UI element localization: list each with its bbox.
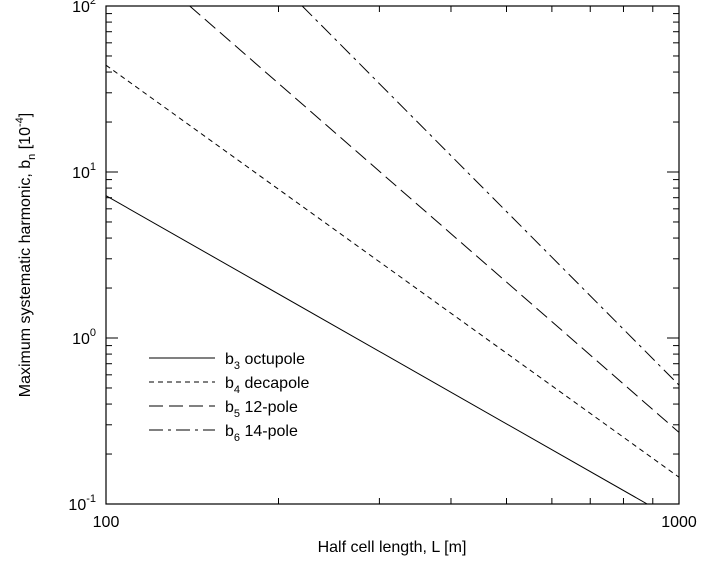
- y-tick-label: 10-1: [68, 493, 96, 514]
- x-tick-label: 100: [93, 514, 120, 531]
- x-tick-label: 1000: [661, 514, 697, 531]
- legend-label-3: b3 octupole: [225, 351, 305, 372]
- y-tick-label: 101: [72, 161, 96, 182]
- legend-label-5: b5 12-pole: [225, 399, 298, 420]
- legend-label-6: b6 14-pole: [225, 423, 298, 444]
- legend-label-4: b4 decapole: [225, 375, 310, 396]
- series-line-6: [301, 6, 679, 386]
- series-line-5: [189, 6, 679, 433]
- y-tick-label: 100: [72, 327, 96, 348]
- series-line-4: [106, 64, 679, 478]
- y-axis-label: Maximum systematic harmonic, bn [10-4]: [14, 113, 38, 397]
- legend: b3 octupole b4 decapole b5 12-pole b6 14-po…: [149, 351, 310, 444]
- plot-frame: [105, 5, 680, 505]
- axis-ticks: [105, 6, 679, 505]
- series-line-3: [106, 195, 648, 504]
- y-tick-label: 102: [72, 0, 96, 16]
- series-layer: [106, 6, 679, 504]
- x-axis-label: Half cell length, L [m]: [318, 539, 467, 556]
